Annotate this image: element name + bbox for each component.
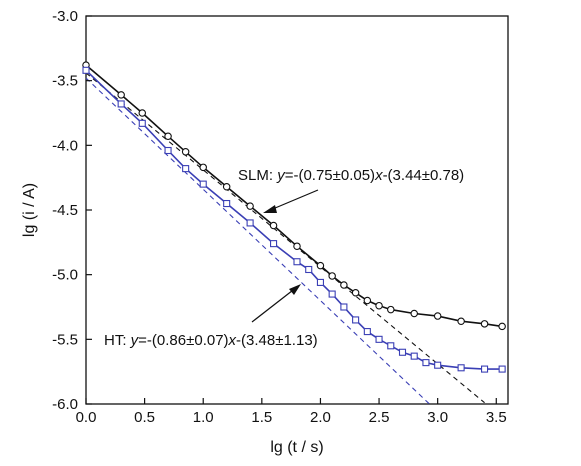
ht-point [246,219,254,227]
ht-point [293,258,301,266]
ht-point [328,290,336,298]
y-tick-label: -3.5 [52,73,78,90]
x-axis-title: lg (t / s) [270,439,323,456]
slm-point [375,301,383,310]
slm-point [164,132,172,141]
ht-point [363,328,371,336]
ht-fit-equation: HT: y=-(0.86±0.07)x-(3.48±1.13) [104,332,318,349]
slm-point [433,312,442,320]
slm-point [387,305,395,314]
ht-point [375,335,383,343]
x-tick-label: 3.5 [486,409,507,426]
slm-point [457,317,465,325]
ht-point [387,342,395,350]
slm-series-line [85,64,503,328]
ht-point [457,364,465,372]
x-axis-title-text: lg (t / s) [270,439,323,456]
ht-point [398,348,407,356]
y-tick-label: -4.0 [52,137,78,154]
slm-point [351,289,360,297]
ht-point [305,265,313,274]
slm-point [410,309,418,318]
ht-point [434,361,442,369]
x-tick-label: 0.5 [134,409,155,426]
ht-point [82,66,90,74]
slm-point [293,242,301,250]
slm-annotation-arrow-line [267,189,319,212]
y-tick-label: -6.0 [52,396,78,413]
slm-point [246,202,254,210]
ht-point [316,278,324,286]
ht-point [340,303,348,311]
x-tick-label: 3.0 [427,409,448,426]
y-tick-label: -5.5 [52,331,78,348]
slm-point [340,281,348,289]
y-axis-title-text: lg (i / A) [21,183,38,237]
ht-annotation-arrowhead [289,284,301,295]
ht-point [199,180,207,188]
ht-point [422,359,430,367]
slm-point [363,296,372,305]
slm-point [328,272,336,280]
ht-point [117,100,125,108]
slm-point [316,261,325,270]
ht-series-line [85,69,503,370]
slm-point [117,91,125,99]
slm-fit-equation: SLM: y=-(0.75±0.05)x-(3.44±0.78) [238,167,464,184]
ht-point [498,365,506,373]
slm-point [498,322,506,331]
x-tick-label: 1.5 [251,409,272,426]
x-tick-label: 2.0 [310,409,331,426]
x-tick-label: 2.5 [369,409,390,426]
slm-annotation-arrowhead [263,205,277,213]
x-tick-label: 0.0 [76,409,97,426]
slm-point [269,221,278,230]
ht-point [410,352,418,360]
slm-point [138,109,147,117]
slm-point [181,148,190,156]
y-tick-label: -5.0 [52,267,78,284]
ht-point [481,365,489,373]
ht-point [223,199,231,208]
ht-fit-line [85,77,430,405]
ht-point [182,165,190,173]
slm-point [480,320,489,328]
y-tick-label: -4.5 [52,202,78,219]
slm-point [199,163,207,172]
ht-point [138,119,146,127]
ht-point [164,146,172,155]
ht-point [270,240,278,248]
ht-annotation-arrow-line [251,286,298,323]
slm-point [222,182,231,191]
y-tick-label: -3.0 [52,8,78,25]
y-axis-title: lg (i / A) [21,183,38,237]
ht-point [352,316,360,324]
svg-text:lg (i / A): lg (i / A) [21,183,38,237]
x-tick-label: 1.0 [193,409,214,426]
